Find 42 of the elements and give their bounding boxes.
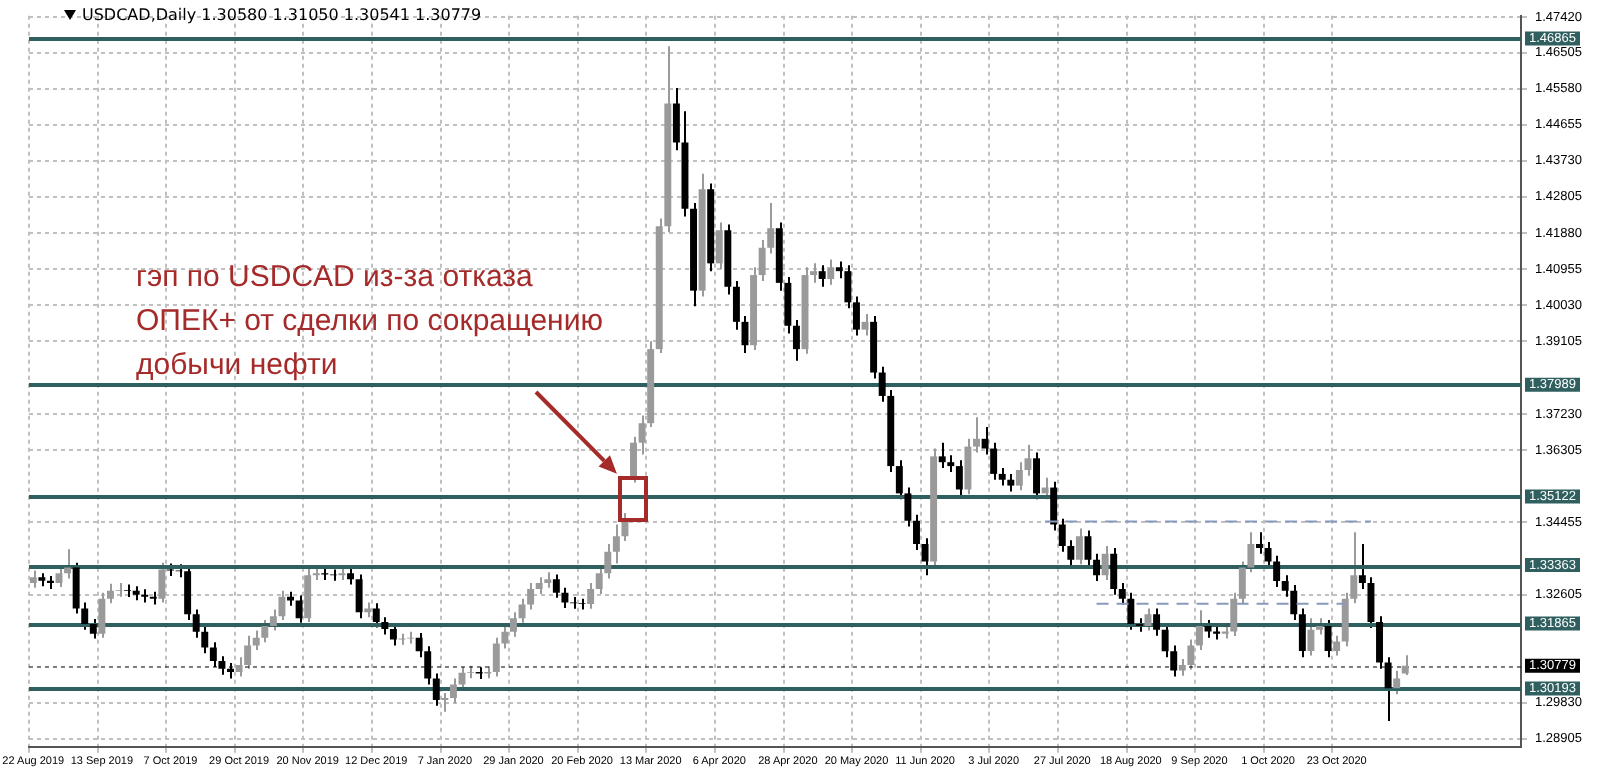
candlestick xyxy=(1101,545,1109,581)
candlestick xyxy=(115,582,123,598)
candlestick xyxy=(1075,527,1083,566)
candlestick xyxy=(64,548,72,580)
candlestick xyxy=(372,602,380,629)
candlestick xyxy=(295,594,303,624)
chart-title: USDCAD,Daily 1.30580 1.31050 1.30541 1.30779 xyxy=(82,6,482,24)
candlestick xyxy=(1195,609,1203,652)
candlestick xyxy=(552,573,560,599)
candlestick xyxy=(89,617,97,640)
candlestick xyxy=(1033,451,1040,501)
candlestick xyxy=(261,619,269,644)
candlestick xyxy=(449,677,457,705)
candlestick xyxy=(818,264,826,288)
candlestick xyxy=(715,221,723,271)
candlestick xyxy=(921,537,929,577)
candlestick xyxy=(355,573,363,620)
candlestick xyxy=(1324,619,1332,659)
candlestick xyxy=(955,459,963,497)
candlestick xyxy=(492,636,500,678)
candlestick xyxy=(1401,654,1409,677)
candlestick xyxy=(98,591,106,639)
candlestick xyxy=(938,441,946,470)
candlestick xyxy=(578,597,586,611)
candlestick xyxy=(1333,634,1341,657)
candlestick xyxy=(1127,591,1135,631)
candlestick xyxy=(244,634,252,670)
candlestick xyxy=(304,567,312,624)
candlestick xyxy=(827,258,835,286)
candlestick xyxy=(1153,607,1161,637)
candlestick xyxy=(441,692,449,713)
candlestick xyxy=(964,437,972,496)
candlestick xyxy=(158,561,166,604)
annotation: гэп по USDCAD из-за отказа ОПЕК+ от сделки по сокращению добычи нефти xyxy=(136,258,605,386)
candlestick xyxy=(329,568,337,582)
candlestick xyxy=(1015,461,1023,492)
candlestick xyxy=(861,313,869,337)
candlestick xyxy=(1307,617,1315,657)
candlestick xyxy=(1393,669,1401,696)
candlestick xyxy=(1110,546,1118,596)
candlestick xyxy=(587,582,595,610)
candlestick xyxy=(1187,638,1195,671)
